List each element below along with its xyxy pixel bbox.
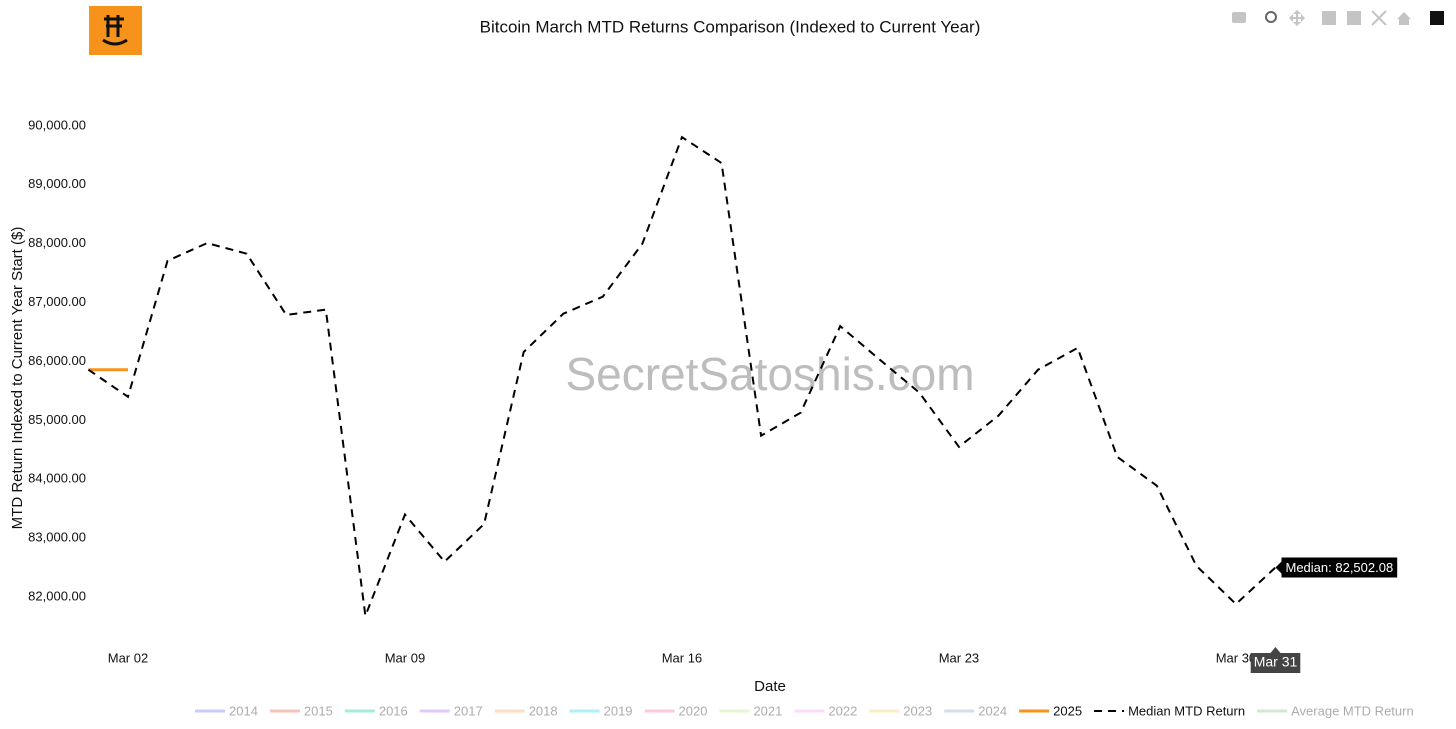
- legend-item[interactable]: 2019: [569, 703, 633, 718]
- zoom-icon[interactable]: [1265, 11, 1277, 23]
- legend-label: 2021: [753, 703, 782, 718]
- hover-label: Median: 82,502.08: [1275, 557, 1398, 578]
- legend-item[interactable]: 2018: [494, 703, 558, 718]
- y-tick-label: 89,000.00: [28, 176, 86, 191]
- y-tick-label: 84,000.00: [28, 471, 86, 486]
- autoscale-icon[interactable]: [1371, 10, 1387, 26]
- camera-icon[interactable]: [1232, 12, 1246, 23]
- x-hover-box: [1250, 647, 1301, 673]
- y-tick-label: 83,000.00: [28, 530, 86, 545]
- legend-label: 2023: [903, 703, 932, 718]
- legend-label: 2016: [379, 703, 408, 718]
- legend-label: Average MTD Return: [1291, 703, 1414, 718]
- legend-item[interactable]: Median MTD Return: [1094, 703, 1245, 718]
- legend-item[interactable]: 2025: [1019, 703, 1082, 718]
- x-tick-label: Mar 30: [1216, 650, 1256, 665]
- legend-item[interactable]: 2023: [869, 703, 932, 718]
- legend-label: 2020: [679, 703, 708, 718]
- y-tick-label: 82,000.00: [28, 588, 86, 603]
- legend-label: 2018: [529, 703, 558, 718]
- plotly-logo[interactable]: [1430, 11, 1444, 25]
- legend-item[interactable]: 2017: [419, 703, 483, 718]
- legend-item[interactable]: 2024: [944, 703, 1007, 718]
- y-tick-label: 87,000.00: [28, 294, 86, 309]
- logo: [89, 6, 142, 55]
- legend-item[interactable]: 2015: [269, 703, 333, 718]
- legend-label: 2019: [604, 703, 633, 718]
- legend-item[interactable]: 2021: [719, 703, 782, 718]
- y-axis-title: MTD Return Indexed to Current Year Start…: [9, 227, 26, 530]
- x-tick-label: Mar 09: [385, 650, 425, 665]
- zoom-in-icon[interactable]: [1322, 11, 1336, 25]
- legend-label: 2017: [454, 703, 483, 718]
- x-tick-label: Mar 23: [939, 650, 979, 665]
- pan-icon[interactable]: [1289, 10, 1305, 26]
- legend-label: 2024: [978, 703, 1007, 718]
- x-tick-label: Mar 02: [108, 650, 148, 665]
- legend-label: 2025: [1053, 703, 1082, 718]
- x-tick-label: Mar 16: [662, 650, 702, 665]
- hover-text: Median: 82,502.08: [1286, 560, 1394, 575]
- legend-item[interactable]: 2014: [195, 703, 258, 718]
- zoom-out-icon[interactable]: [1347, 11, 1361, 25]
- y-tick-label: 86,000.00: [28, 353, 86, 368]
- legend-label: Median MTD Return: [1128, 703, 1245, 718]
- legend-item[interactable]: 2022: [794, 703, 857, 718]
- reset-icon[interactable]: [1397, 12, 1411, 25]
- chart-title: Bitcoin March MTD Returns Comparison (In…: [480, 17, 981, 36]
- x-hover-label: Mar 31: [1250, 647, 1301, 673]
- legend-label: 2014: [229, 703, 258, 718]
- series-line: [87, 135, 1277, 617]
- x-hover-text: Mar 31: [1254, 654, 1298, 670]
- hover-box: [1275, 557, 1398, 578]
- toolbar[interactable]: [1232, 10, 1444, 26]
- watermark: SecretSatoshis.com: [565, 348, 974, 400]
- legend-label: 2015: [304, 703, 333, 718]
- logo-face: [102, 15, 128, 46]
- y-tick-label: 85,000.00: [28, 412, 86, 427]
- legend-label: 2022: [828, 703, 857, 718]
- y-tick-label: 88,000.00: [28, 235, 86, 250]
- x-axis-title: Date: [754, 678, 786, 695]
- y-tick-label: 90,000.00: [28, 117, 86, 132]
- legend-item[interactable]: 2020: [644, 703, 708, 718]
- legend-item[interactable]: Average MTD Return: [1257, 703, 1414, 718]
- legend-item[interactable]: 2016: [344, 703, 408, 718]
